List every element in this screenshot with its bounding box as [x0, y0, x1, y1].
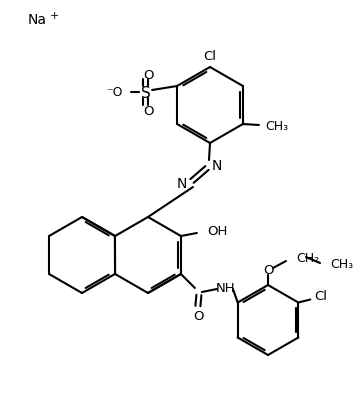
Text: S: S [141, 85, 151, 100]
Text: +: + [50, 11, 59, 21]
Text: CH₂: CH₂ [296, 251, 319, 264]
Text: O: O [143, 104, 153, 117]
Text: CH₃: CH₃ [265, 119, 288, 132]
Text: O: O [194, 310, 204, 323]
Text: O: O [143, 69, 153, 82]
Text: Na: Na [28, 13, 47, 27]
Text: OH: OH [207, 225, 227, 238]
Text: N: N [212, 159, 222, 173]
Text: Cl: Cl [314, 290, 327, 303]
Text: NH: NH [216, 281, 236, 294]
Text: CH₃: CH₃ [330, 258, 353, 271]
Text: O: O [263, 264, 273, 277]
Text: Cl: Cl [203, 50, 216, 63]
Text: ⁻O: ⁻O [107, 85, 123, 98]
Text: N: N [177, 177, 187, 191]
